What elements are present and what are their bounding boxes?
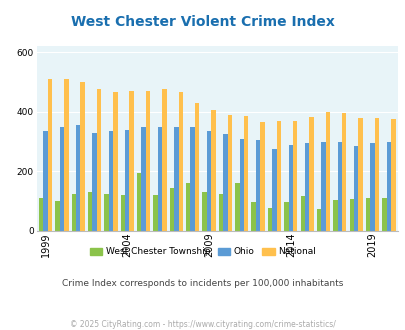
Bar [60,127,64,231]
Bar [267,208,272,231]
Bar [374,118,378,231]
Bar [272,149,276,231]
Bar [358,118,362,231]
Bar [120,195,125,231]
Bar [158,127,162,231]
Bar [288,146,292,231]
Bar [260,122,264,231]
Bar [141,127,145,231]
Bar [276,121,280,231]
Bar [169,188,174,231]
Bar [76,125,80,231]
Bar [333,200,337,231]
Bar [316,209,320,231]
Bar [194,103,199,231]
Bar [251,202,255,231]
Text: © 2025 CityRating.com - https://www.cityrating.com/crime-statistics/: © 2025 CityRating.com - https://www.city… [70,320,335,329]
Bar [71,194,76,231]
Legend: West Chester Township, Ohio, National: West Chester Township, Ohio, National [86,244,319,260]
Bar [136,173,141,231]
Bar [178,92,183,231]
Text: West Chester Violent Crime Index: West Chester Violent Crime Index [71,15,334,29]
Bar [239,139,243,231]
Bar [80,82,85,231]
Bar [104,194,109,231]
Bar [292,121,297,231]
Bar [145,91,150,231]
Bar [43,131,48,231]
Bar [109,131,113,231]
Bar [55,201,60,231]
Bar [162,89,166,231]
Bar [153,195,158,231]
Bar [48,79,52,231]
Bar [206,131,211,231]
Bar [341,113,345,231]
Bar [304,143,309,231]
Bar [113,92,117,231]
Bar [96,89,101,231]
Bar [382,198,386,231]
Bar [227,115,231,231]
Bar [234,183,239,231]
Bar [300,196,304,231]
Bar [88,192,92,231]
Bar [320,142,325,231]
Bar [129,91,134,231]
Bar [39,198,43,231]
Bar [218,194,223,231]
Bar [92,133,96,231]
Bar [369,143,374,231]
Bar [223,134,227,231]
Bar [353,146,358,231]
Bar [255,140,260,231]
Bar [386,143,390,231]
Text: Crime Index corresponds to incidents per 100,000 inhabitants: Crime Index corresponds to incidents per… [62,279,343,288]
Bar [125,130,129,231]
Bar [325,112,329,231]
Bar [185,183,190,231]
Bar [202,192,206,231]
Bar [174,127,178,231]
Bar [64,79,68,231]
Bar [365,198,369,231]
Bar [284,202,288,231]
Bar [190,127,194,231]
Bar [349,199,353,231]
Bar [309,117,313,231]
Bar [211,110,215,231]
Bar [337,142,341,231]
Bar [243,116,248,231]
Bar [390,119,394,231]
